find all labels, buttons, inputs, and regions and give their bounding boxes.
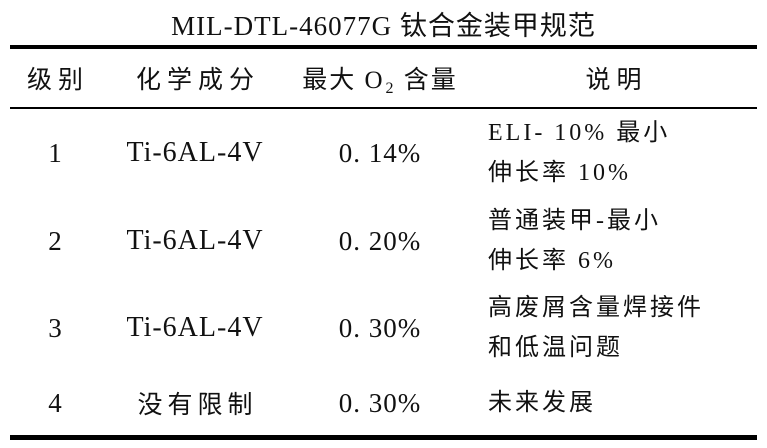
header-description: 说明: [585, 67, 648, 94]
composition-cell: Ti-6AL-4V: [126, 312, 264, 343]
max-o2-cell: 0. 14%: [338, 137, 422, 168]
description-cell: 高废屑含量焊接件 和低温问题: [470, 285, 757, 371]
description-line: 伸长率 6%: [488, 248, 616, 274]
header-max-o2-post: 含量: [395, 67, 458, 94]
description-line: 和低温问题: [488, 335, 623, 361]
description-cell: 普通装甲-最小 伸长率 6%: [470, 197, 757, 285]
description-line: 未来发展: [488, 390, 596, 416]
table-row: 1 Ti-6AL-4V 0. 14% ELI- 10% 最小 伸长率 10%: [10, 109, 757, 197]
header-max-o2: 最大 O2 含量: [290, 60, 470, 97]
description-cell: 未来发展: [470, 371, 757, 435]
table-header-row: 级别 化学成分 最大 O2 含量 说明: [10, 49, 757, 109]
spec-table: 级别 化学成分 最大 O2 含量 说明 1 Ti-6AL-4V 0. 14% E…: [10, 45, 757, 440]
description-line: 高废屑含量焊接件: [488, 295, 704, 321]
header-grade: 级别: [26, 67, 89, 94]
description-line: ELI- 10% 最小: [488, 120, 671, 146]
grade-cell: 4: [48, 387, 62, 418]
grade-cell: 2: [48, 225, 62, 256]
description-line: 伸长率 10%: [488, 160, 631, 186]
description-cell: ELI- 10% 最小 伸长率 10%: [470, 109, 757, 197]
table-title: MIL-DTL-46077G 钛合金装甲规范: [171, 11, 596, 41]
header-max-o2-pre: 最大 O: [302, 67, 385, 94]
grade-cell: 1: [48, 137, 62, 168]
table-row: 4 没有限制 0. 30% 未来发展: [10, 371, 757, 435]
composition-cell: Ti-6AL-4V: [126, 225, 264, 256]
table-row: 3 Ti-6AL-4V 0. 30% 高废屑含量焊接件 和低温问题: [10, 285, 757, 371]
composition-cell: 没有限制: [137, 392, 258, 419]
o2-subscript: 2: [385, 80, 394, 97]
composition-cell: Ti-6AL-4V: [126, 137, 264, 168]
max-o2-cell: 0. 30%: [338, 312, 422, 343]
max-o2-cell: 0. 30%: [338, 387, 422, 418]
grade-cell: 3: [48, 312, 62, 343]
max-o2-cell: 0. 20%: [338, 225, 422, 256]
table-row: 2 Ti-6AL-4V 0. 20% 普通装甲-最小 伸长率 6%: [10, 197, 757, 285]
description-line: 普通装甲-最小: [488, 208, 661, 234]
header-composition: 化学成分: [135, 67, 260, 94]
